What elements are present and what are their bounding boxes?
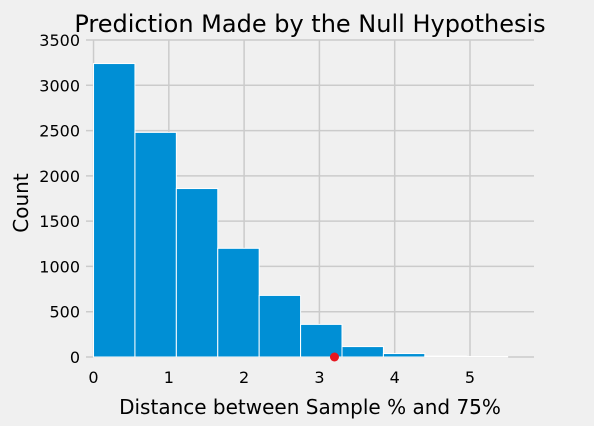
histogram-bar-4: [259, 295, 300, 357]
x-tick-label: 2: [239, 368, 249, 387]
x-tick-label: 4: [390, 368, 400, 387]
x-axis-label: Distance between Sample % and 75%: [119, 395, 501, 419]
y-tick-label: 3000: [39, 76, 80, 95]
y-tick-label: 2000: [39, 167, 80, 186]
histogram-bar-5: [301, 324, 342, 357]
y-tick-label: 1500: [39, 212, 80, 231]
histogram-bar-8: [425, 356, 466, 357]
histogram-bar-6: [342, 347, 383, 357]
histogram-bar-9: [466, 356, 507, 357]
observed-statistic: [330, 353, 339, 362]
histogram-bar-7: [383, 354, 424, 357]
histogram-bar-1: [135, 132, 176, 357]
observed-point: [330, 353, 339, 362]
y-tick-label: 2500: [39, 122, 80, 141]
y-tick-label: 0: [70, 348, 80, 367]
x-tick-label: 0: [88, 368, 98, 387]
x-tick-label: 5: [465, 368, 475, 387]
y-tick-label: 500: [49, 303, 80, 322]
y-tick-label: 1000: [39, 257, 80, 276]
x-tick-label: 1: [164, 368, 174, 387]
histogram-bar-3: [218, 248, 259, 357]
histogram-bar-0: [94, 64, 135, 357]
y-axis-label: Count: [9, 173, 33, 233]
histogram-bar-2: [176, 189, 217, 357]
chart-title: Prediction Made by the Null Hypothesis: [74, 10, 545, 38]
x-tick-label: 3: [314, 368, 324, 387]
